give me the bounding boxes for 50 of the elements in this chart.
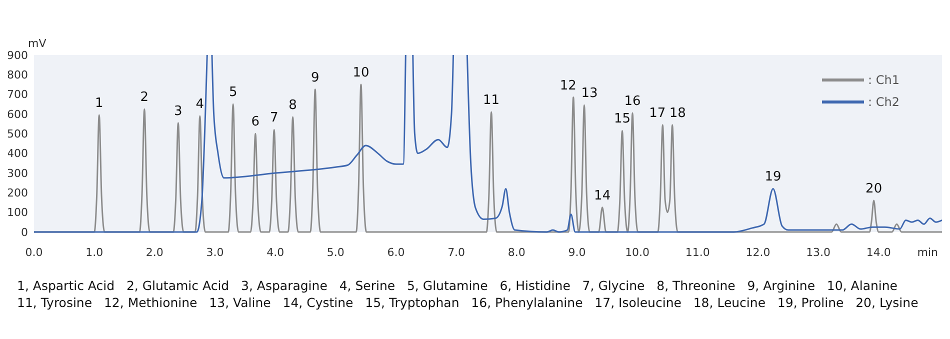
annotation: 2	[140, 90, 149, 106]
annotation: 20	[866, 182, 882, 197]
annotation: 12	[560, 78, 576, 94]
y-tick-label: 200	[7, 186, 28, 200]
y-tick-label: 300	[7, 166, 28, 180]
x-tick-label: 10.0	[625, 246, 650, 259]
y-tick-label: 900	[7, 48, 28, 62]
legend-label: : Ch1	[868, 73, 900, 88]
text: 1, Aspartic Acid 2, Glutamic Acid 3, Asparagine 4, Serine 5, Glutamine 6, Histidine 7, Glycine 8, Threonine 9, Arginine 10, Alanine	[17, 278, 898, 293]
x-tick-label: 2.0	[146, 246, 164, 259]
annotation: 5	[228, 85, 238, 100]
y-axis-title: mV	[28, 37, 47, 50]
annotation: 16	[624, 94, 641, 110]
annotation: 9	[311, 70, 320, 86]
x-tick-label: 9.0	[568, 246, 586, 259]
annotation: 6	[251, 114, 260, 130]
annotation: 10	[352, 66, 370, 80]
annotation: 15	[614, 112, 631, 127]
x-tick-label: 12.0	[746, 246, 770, 259]
annotation: 11	[483, 93, 500, 108]
annotation: 3	[174, 104, 182, 119]
annotation: 4	[196, 96, 204, 112]
x-tick-label: 0.0	[25, 246, 43, 259]
annotation: 18	[669, 106, 686, 121]
x-tick-label: 13.0	[806, 246, 831, 259]
y-tick-label: 500	[7, 128, 28, 141]
annotation: 13	[581, 86, 598, 102]
x-tick-label: 6.0	[387, 246, 405, 259]
y-tick-label: 800	[7, 68, 28, 82]
x-tick-label: 14.0	[866, 246, 891, 259]
annotation: 1	[95, 96, 104, 111]
x-tick-label: 7.0	[448, 246, 466, 259]
x-tick-label: 3.0	[206, 246, 224, 259]
y-tick-label: 600	[7, 108, 28, 121]
text: 11, Tyrosine 12, Methionine 13, Valine 14, Cystine 15, Tryptophan 16, Phenylalanine 17, Isoleucine 18, Leucine 19, Proline 20, Lysine	[17, 295, 919, 310]
y-tick-label: 0	[21, 226, 28, 239]
x-axis-title: min	[917, 246, 938, 259]
x-tick-label: 4.0	[266, 246, 284, 259]
annotation: 8	[288, 98, 297, 113]
annotation: 19	[764, 170, 782, 185]
x-tick-label: 1.0	[86, 246, 104, 259]
x-tick-label: 5.0	[326, 246, 344, 259]
x-tick-label: 11.0	[685, 246, 710, 259]
annotation: 14	[594, 188, 611, 204]
y-tick-label: 100	[7, 206, 28, 220]
legend-label: : Ch2	[868, 95, 900, 110]
annotation: 7	[270, 110, 278, 126]
x-tick-label: 8.0	[508, 246, 526, 259]
annotation: 17	[649, 106, 666, 121]
y-tick-label: 700	[7, 88, 28, 102]
